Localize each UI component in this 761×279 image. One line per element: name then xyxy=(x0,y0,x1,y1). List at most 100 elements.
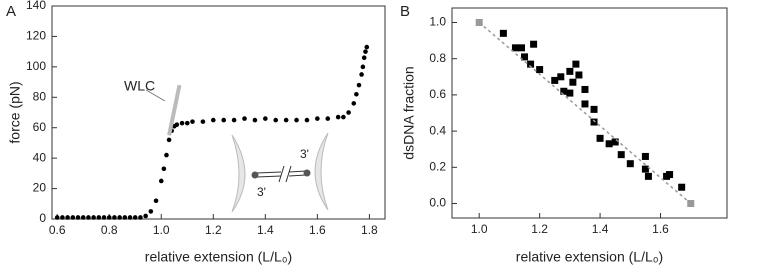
data-point xyxy=(335,114,341,120)
data-point xyxy=(127,215,133,220)
data-point xyxy=(122,215,128,220)
x-tick-label: 1.0 xyxy=(471,222,488,236)
data-point xyxy=(572,60,580,68)
data-point xyxy=(200,119,206,124)
data-point xyxy=(263,116,268,121)
data-point xyxy=(101,215,107,220)
data-point xyxy=(252,117,258,123)
x-tick-label: 1.0 xyxy=(153,223,170,237)
data-point xyxy=(363,49,368,54)
break xyxy=(285,165,292,183)
y-tick-label: 0 xyxy=(39,211,46,225)
data-point xyxy=(132,215,138,220)
x-tick-label: 0.8 xyxy=(101,223,118,237)
bead-right xyxy=(314,132,329,211)
data-point xyxy=(283,117,289,123)
y-tick-label: 0.4 xyxy=(429,123,446,137)
annotation: WLC xyxy=(124,78,155,94)
y-tick-label: 140 xyxy=(26,0,46,12)
y-axis-label: force (pN) xyxy=(7,81,23,143)
data-point xyxy=(575,71,583,79)
data-point xyxy=(346,110,351,115)
plot-frame xyxy=(451,7,728,219)
data-point xyxy=(54,215,60,220)
data-point xyxy=(687,200,695,208)
data-point xyxy=(566,89,574,97)
dna xyxy=(288,170,307,173)
plot-frame xyxy=(51,5,386,220)
dna xyxy=(288,174,307,177)
y-axis-label: dsDNA fraction xyxy=(401,66,417,159)
data-point xyxy=(325,116,331,121)
data-point xyxy=(179,120,185,126)
x-axis-label: relative extension (L/L₀) xyxy=(516,249,663,265)
leader-line xyxy=(145,89,166,102)
data-point xyxy=(536,66,544,74)
data-point xyxy=(617,151,625,159)
x-tick-label: 0.6 xyxy=(49,223,66,237)
data-point xyxy=(166,137,172,143)
y-tick-label: 0.8 xyxy=(429,51,446,65)
y-tick-label: 20 xyxy=(33,181,47,195)
data-point xyxy=(138,215,143,220)
data-point xyxy=(161,166,167,172)
data-point xyxy=(527,60,535,68)
data-point xyxy=(551,76,559,84)
data-point xyxy=(91,215,96,220)
data-point xyxy=(304,117,310,123)
data-point xyxy=(96,215,102,220)
y-tick-label: 80 xyxy=(33,89,47,103)
data-point xyxy=(678,183,686,191)
data-point xyxy=(360,64,366,70)
data-point xyxy=(475,18,483,26)
x-tick-label: 1.2 xyxy=(205,223,222,237)
y-tick-label: 1.0 xyxy=(429,15,446,29)
data-point xyxy=(557,73,565,81)
x-tick-label: 1.8 xyxy=(361,223,378,237)
data-point xyxy=(351,101,357,106)
data-point xyxy=(361,55,367,61)
y-tick-label: 40 xyxy=(33,150,47,164)
anchor xyxy=(303,169,311,177)
data-point xyxy=(521,53,529,61)
series-line xyxy=(167,84,182,136)
data-point xyxy=(354,91,359,97)
panel-label: A xyxy=(6,3,16,20)
data-point xyxy=(60,215,65,220)
data-point xyxy=(590,105,598,113)
data-point xyxy=(359,72,364,77)
data-point xyxy=(315,116,320,121)
data-point xyxy=(499,29,507,37)
break xyxy=(278,165,285,183)
y-tick-label: 0.6 xyxy=(429,87,446,101)
data-point xyxy=(518,44,526,52)
data-point xyxy=(190,119,195,124)
data-point xyxy=(153,198,159,204)
data-point xyxy=(626,160,634,168)
data-point xyxy=(341,114,346,120)
data-point xyxy=(569,78,577,86)
data-point xyxy=(596,134,604,142)
series-line xyxy=(478,21,692,205)
data-point xyxy=(80,215,86,220)
data-point xyxy=(641,165,649,173)
y-tick-label: 100 xyxy=(26,59,46,73)
data-point xyxy=(273,117,279,123)
data-point xyxy=(158,178,164,184)
x-axis-label: relative extension (L/L₀) xyxy=(145,249,292,265)
data-point xyxy=(164,152,169,158)
bead-left xyxy=(231,134,246,213)
data-point xyxy=(666,171,674,179)
annotation: 3' xyxy=(257,185,266,199)
data-point xyxy=(148,209,154,214)
data-point xyxy=(611,138,619,146)
data-point xyxy=(117,215,122,220)
data-point xyxy=(70,215,76,220)
data-point xyxy=(75,215,81,220)
data-point xyxy=(644,172,652,180)
x-tick-label: 1.6 xyxy=(309,223,326,237)
x-tick-label: 1.2 xyxy=(531,222,548,236)
data-point xyxy=(231,117,237,123)
inset-diagram xyxy=(145,89,329,213)
data-point xyxy=(210,117,216,123)
